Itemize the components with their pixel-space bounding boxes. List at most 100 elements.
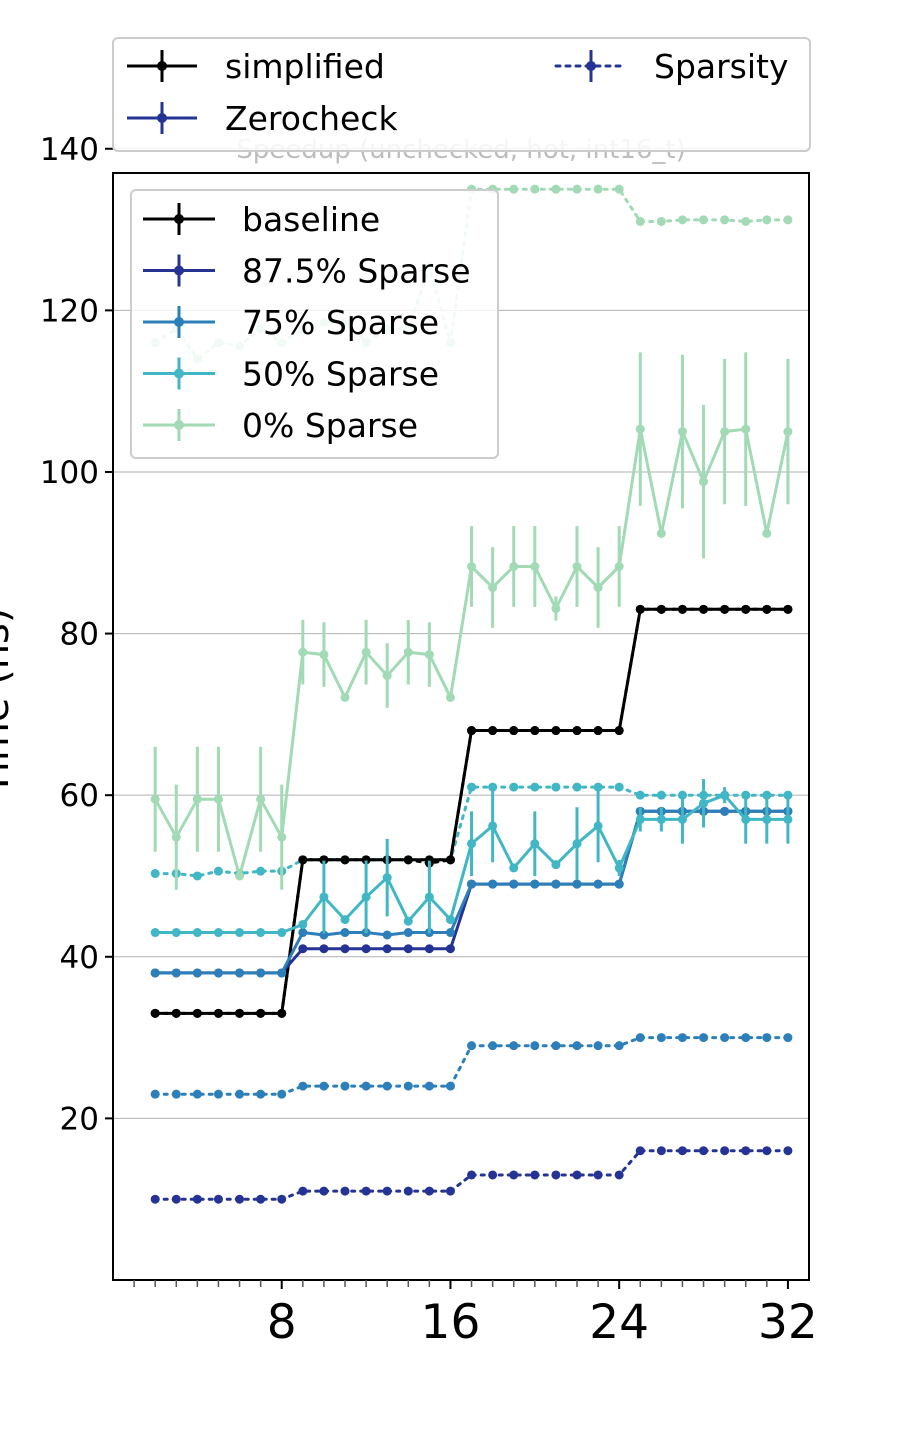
- data-point: [340, 944, 350, 954]
- data-point: [656, 1033, 666, 1043]
- legend-label: simplified: [225, 47, 385, 86]
- data-point: [720, 215, 730, 225]
- data-point: [656, 528, 666, 538]
- y-tick-label: 40: [60, 940, 99, 976]
- data-point: [403, 855, 413, 865]
- data-point: [277, 832, 287, 842]
- data-point: [403, 928, 413, 938]
- data-point: [445, 1186, 455, 1196]
- data-point: [298, 1081, 308, 1091]
- data-point: [382, 930, 392, 940]
- data-point: [699, 798, 709, 808]
- data-point: [213, 1194, 223, 1204]
- data-point: [403, 1186, 413, 1196]
- data-point: [171, 1008, 181, 1018]
- data-point: [551, 1041, 561, 1051]
- data-point: [677, 1146, 687, 1156]
- data-point: [530, 839, 540, 849]
- data-point: [213, 968, 223, 978]
- data-point: [635, 216, 645, 226]
- data-point: [403, 1081, 413, 1091]
- data-point: [572, 782, 582, 792]
- data-point: [277, 928, 287, 938]
- data-point: [340, 1081, 350, 1091]
- data-point: [361, 892, 371, 902]
- data-point: [699, 604, 709, 614]
- data-point: [150, 1008, 160, 1018]
- data-point: [488, 879, 498, 889]
- data-point: [213, 794, 223, 804]
- axes: Time (ns) 20 40 60 80 100 120 140 8 16 24 32: [0, 132, 818, 1350]
- data-point: [467, 562, 477, 572]
- data-point: [572, 1170, 582, 1180]
- data-point: [783, 604, 793, 614]
- legend-frame: [112, 37, 811, 152]
- x-tick-label: 32: [758, 1295, 818, 1350]
- data-point: [614, 1170, 624, 1180]
- legend-label: 50% Sparse: [242, 355, 439, 394]
- data-point: [340, 692, 350, 702]
- legend-entry: 50% Sparse: [143, 355, 439, 394]
- x-tick-label: 8: [267, 1295, 297, 1350]
- data-point: [593, 1170, 603, 1180]
- data-point: [467, 879, 477, 889]
- data-point: [256, 1089, 266, 1099]
- data-point: [762, 814, 772, 824]
- legend-marker: [157, 113, 167, 123]
- data-point: [593, 879, 603, 889]
- data-point: [699, 215, 709, 225]
- data-point: [530, 726, 540, 736]
- data-point: [361, 944, 371, 954]
- data-point: [424, 1081, 434, 1091]
- data-point: [635, 790, 645, 800]
- legend-marker: [174, 214, 184, 224]
- data-point: [298, 944, 308, 954]
- data-point: [614, 562, 624, 572]
- data-point: [699, 477, 709, 487]
- data-point: [319, 650, 329, 660]
- data-point: [171, 928, 181, 938]
- data-point: [614, 184, 624, 194]
- data-point: [192, 1194, 202, 1204]
- legend-marker: [174, 368, 184, 379]
- data-point: [340, 855, 350, 865]
- data-point: [656, 790, 666, 800]
- series-baseline: [150, 604, 793, 1018]
- data-point: [656, 216, 666, 226]
- data-point: [551, 604, 561, 614]
- legend-entry: simplified: [127, 47, 385, 86]
- data-point: [298, 919, 308, 929]
- data-point: [741, 604, 751, 614]
- data-point: [488, 1041, 498, 1051]
- data-point: [720, 1033, 730, 1043]
- data-point: [319, 855, 329, 865]
- data-point: [741, 1146, 751, 1156]
- data-point: [762, 528, 772, 538]
- data-point: [403, 944, 413, 954]
- data-point: [424, 944, 434, 954]
- data-point: [361, 1186, 371, 1196]
- legend-marker: [586, 61, 596, 71]
- y-tick-label: 140: [40, 132, 99, 168]
- legend-label: baseline: [242, 200, 380, 239]
- data-point: [593, 726, 603, 736]
- legend-entry: Sparsity: [554, 47, 789, 86]
- data-point: [762, 1146, 772, 1156]
- data-point: [614, 726, 624, 736]
- legend-entry: 87.5% Sparse: [143, 252, 471, 291]
- y-tick-label: 20: [60, 1101, 99, 1137]
- legend-marker: [174, 420, 184, 430]
- data-point: [445, 1081, 455, 1091]
- data-point: [150, 794, 160, 804]
- data-point: [235, 1194, 245, 1204]
- data-point: [572, 562, 582, 572]
- data-point: [551, 726, 561, 736]
- data-point: [699, 1033, 709, 1043]
- data-point: [593, 821, 603, 831]
- data-point: [445, 915, 455, 925]
- plot-frame: [112, 172, 810, 1281]
- data-point: [783, 215, 793, 225]
- data-point: [677, 814, 687, 824]
- data-point: [488, 726, 498, 736]
